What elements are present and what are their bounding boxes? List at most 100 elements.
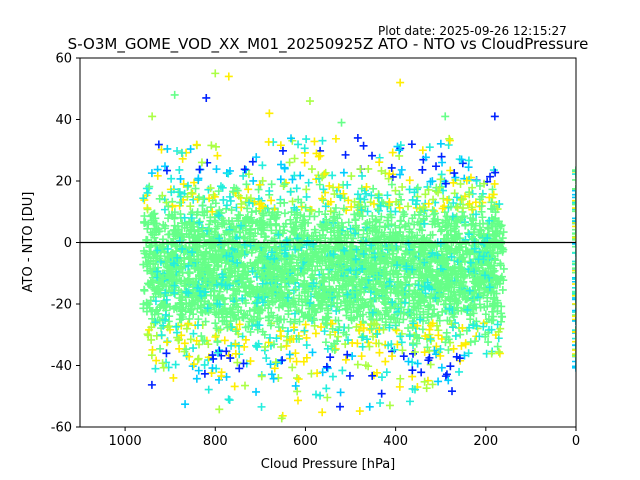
scatter-point bbox=[195, 218, 204, 227]
scatter-point bbox=[495, 200, 504, 209]
scatter-point bbox=[479, 219, 488, 228]
scatter-point bbox=[311, 244, 320, 253]
scatter-point bbox=[410, 348, 419, 357]
scatter-point bbox=[257, 372, 266, 381]
scatter-point bbox=[572, 217, 576, 226]
scatter-point bbox=[326, 300, 335, 309]
scatter-point bbox=[428, 380, 437, 389]
scatter-point bbox=[271, 358, 280, 367]
scatter-point bbox=[235, 364, 244, 373]
scatter-point bbox=[291, 245, 300, 254]
scatter-point bbox=[377, 166, 386, 175]
scatter-point bbox=[346, 242, 355, 251]
scatter-point bbox=[224, 239, 233, 248]
scatter-point bbox=[273, 313, 282, 322]
scatter-point bbox=[394, 256, 403, 265]
scatter-point bbox=[209, 266, 218, 275]
scatter-point bbox=[321, 338, 330, 347]
scatter-point bbox=[173, 222, 182, 231]
scatter-point bbox=[303, 314, 312, 323]
scatter-point bbox=[212, 165, 221, 174]
scatter-point bbox=[391, 221, 400, 230]
scatter-point bbox=[358, 171, 367, 180]
scatter-point bbox=[207, 141, 216, 150]
scatter-point bbox=[316, 391, 325, 400]
scatter-point bbox=[292, 184, 301, 193]
scatter-point bbox=[225, 192, 234, 201]
scatter-point bbox=[265, 269, 274, 278]
scatter-point bbox=[337, 118, 346, 127]
scatter-point bbox=[346, 251, 355, 260]
scatter-point bbox=[193, 304, 202, 313]
scatter-point bbox=[331, 134, 340, 143]
scatter-point bbox=[301, 320, 310, 329]
scatter-point bbox=[356, 165, 365, 174]
scatter-point bbox=[318, 408, 327, 417]
scatter-point bbox=[244, 185, 253, 194]
scatter-point bbox=[444, 286, 453, 295]
scatter-point bbox=[305, 299, 314, 308]
scatter-point bbox=[572, 186, 576, 195]
scatter-point bbox=[155, 227, 164, 236]
scatter-point bbox=[388, 258, 397, 267]
scatter-point bbox=[187, 213, 196, 222]
scatter-point bbox=[267, 196, 276, 205]
scatter-point bbox=[335, 322, 344, 331]
scatter-point bbox=[351, 229, 360, 238]
scatter-point bbox=[446, 226, 455, 235]
scatter-point bbox=[572, 249, 576, 258]
scatter-point bbox=[276, 244, 285, 253]
scatter-point bbox=[422, 384, 431, 393]
scatter-point bbox=[269, 311, 278, 320]
scatter-point bbox=[358, 342, 367, 351]
scatter-point bbox=[457, 341, 466, 350]
scatter-point bbox=[437, 170, 446, 179]
scatter-point bbox=[432, 350, 441, 359]
scatter-point bbox=[572, 334, 576, 343]
scatter-point bbox=[359, 259, 368, 268]
scatter-point bbox=[475, 225, 484, 234]
scatter-point bbox=[434, 377, 443, 386]
scatter-point bbox=[572, 357, 576, 366]
scatter-point bbox=[425, 325, 434, 334]
scatter-point bbox=[399, 352, 408, 361]
scatter-point bbox=[183, 192, 192, 201]
scatter-point bbox=[572, 229, 576, 238]
y-tick-label: 40 bbox=[55, 113, 72, 128]
scatter-point bbox=[405, 332, 414, 341]
scatter-point bbox=[404, 257, 413, 266]
scatter-point bbox=[199, 194, 208, 203]
scatter-point bbox=[572, 290, 576, 299]
scatter-point bbox=[485, 283, 494, 292]
scatter-point bbox=[319, 273, 328, 282]
scatter-point bbox=[177, 300, 186, 309]
scatter-point bbox=[200, 369, 209, 378]
scatter-point bbox=[572, 167, 576, 176]
scatter-point bbox=[572, 341, 576, 350]
scatter-point bbox=[168, 282, 177, 291]
scatter-point bbox=[358, 296, 367, 305]
scatter-point bbox=[572, 352, 576, 361]
scatter-point bbox=[372, 368, 381, 377]
scatter-point bbox=[176, 174, 185, 183]
scatter-point bbox=[222, 251, 231, 260]
scatter-point bbox=[572, 216, 576, 225]
scatter-point bbox=[318, 223, 327, 232]
scatter-point bbox=[280, 315, 289, 324]
scatter-point bbox=[272, 276, 281, 285]
scatter-point bbox=[215, 234, 224, 243]
scatter-point bbox=[465, 190, 474, 199]
scatter-point bbox=[192, 140, 201, 149]
scatter-point bbox=[389, 249, 398, 258]
scatter-point bbox=[458, 323, 467, 332]
scatter-point bbox=[222, 372, 231, 381]
scatter-point bbox=[348, 352, 357, 361]
scatter-point bbox=[469, 277, 478, 286]
scatter-point bbox=[258, 327, 267, 336]
scatter-point bbox=[209, 255, 218, 264]
scatter-point bbox=[151, 297, 160, 306]
scatter-point bbox=[290, 265, 299, 274]
scatter-point bbox=[143, 224, 152, 233]
scatter-point bbox=[408, 292, 417, 301]
scatter-point bbox=[211, 319, 220, 328]
